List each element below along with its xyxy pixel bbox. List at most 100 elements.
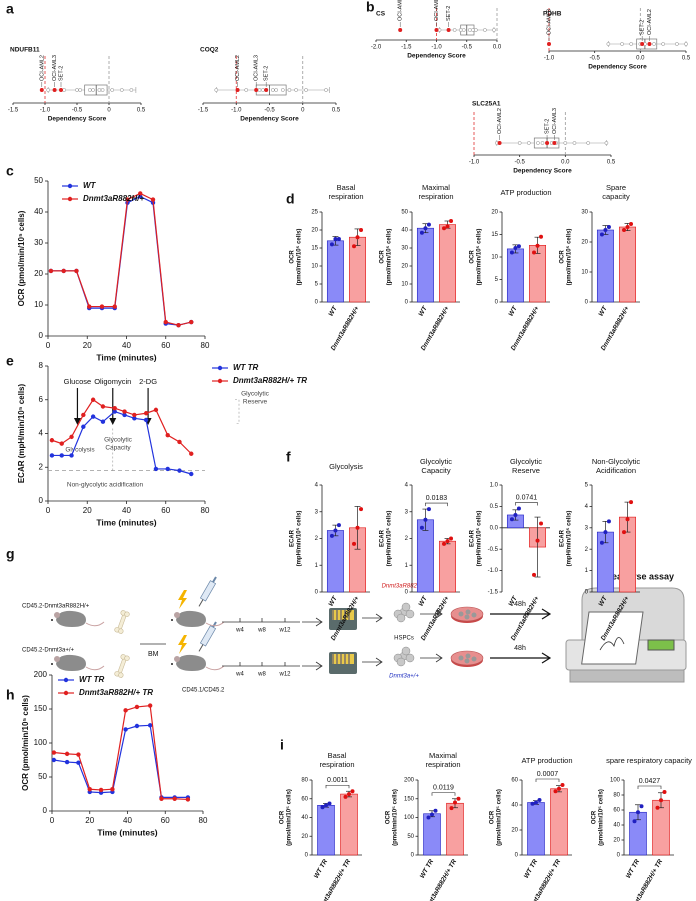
week-label: w12 [278,628,291,634]
point [119,88,124,92]
highlight-point [545,141,550,145]
point [599,232,604,237]
significance-bracket [515,502,538,506]
y-tick-label: 80 [301,778,308,784]
y-tick-label: 20 [301,834,308,840]
x-axis-label: Dependency Score [588,64,647,71]
x-tick-label: 40 [122,506,131,515]
point [449,219,454,223]
y-tick-label: 10 [581,270,588,276]
panel-label: g [6,546,15,562]
point [470,28,475,32]
x-tick-label: WT TR [523,858,540,880]
y-axis-label: OCR [560,250,566,264]
marker [134,723,140,729]
chart-title: Glycolytic [420,457,452,466]
point [532,572,537,577]
chart-title: Non-Glycolytic [592,457,641,466]
point [343,794,348,799]
x-axis-label: Time (minutes) [97,827,157,837]
point [419,230,424,235]
cell-line-label: OCI-AML3 [552,108,558,134]
marker [110,787,115,792]
chart-title: Acidification [596,466,636,475]
x-tick-label: 20 [83,341,92,350]
point [632,819,637,824]
legend-label: WT TR [233,363,259,372]
y-tick-label: 150 [404,796,415,802]
marker [153,407,159,413]
point [535,538,540,543]
bar [326,530,344,593]
point [534,800,538,805]
bone [113,609,131,635]
y-tick-label: 20 [311,228,318,234]
arrow [420,609,443,663]
cell-line-label: OCI-AML3 [52,55,58,81]
chart-title: CS [376,11,386,18]
marker [177,468,182,473]
y-tick-label: 2 [315,536,319,542]
point [622,530,627,535]
point [329,533,334,538]
x-axis-label: Time (minutes) [96,517,156,527]
y-tick-label: 4 [39,429,44,438]
week-label: w12 [278,672,291,678]
point [453,800,457,805]
bar [317,805,335,856]
mouse [50,610,105,628]
point [274,88,278,92]
point [652,42,656,46]
donor-label: CD45.2-Dnmt3aR882H/+ [22,604,90,610]
y-tick-label: 0 [585,590,589,596]
marker [59,441,64,446]
y-tick-label: 40 [401,228,408,234]
legend-label: WT TR [79,675,105,684]
x-axis-label: Time (minutes) [96,352,156,362]
y-tick-label: 30 [581,210,588,216]
y-axis-label: OCR (pmol/min/10⁵ cells) [21,695,30,791]
point [532,250,537,255]
x-tick-label: -1.0 [40,108,51,114]
y-tick-label: 6 [39,395,44,404]
y-tick-label: 100 [610,778,621,784]
y-tick-label: 50 [38,772,47,781]
x-tick-label: WT TR [419,858,436,880]
chart-title: Basal [337,183,356,192]
x-tick-label: -1.0 [231,108,242,114]
point [553,789,558,794]
bar [340,793,358,856]
chart-title: Basal [328,751,347,760]
y-tick-label: 0 [617,853,621,859]
marker [138,194,143,199]
point [586,141,591,145]
point [75,88,79,92]
x-tick-label: WT [418,304,430,317]
y-axis-label: ECAR [290,529,296,547]
injection-label: 2-DG [139,377,157,386]
marker [125,197,130,202]
point [110,88,115,92]
y-tick-label: 25 [311,210,318,216]
x-axis-label: Dependency Score [407,53,466,60]
y-axis-label: OCR (pmol/min/10⁵ cells) [17,210,26,306]
point [287,88,292,92]
marker [99,304,105,309]
y-tick-label: -0.5 [488,547,499,553]
marker [189,319,194,325]
y-axis-label: (pmol/min/10⁵ cells) [297,229,303,286]
y-tick-label: 60 [301,796,308,802]
y-tick-label: 10 [34,300,43,309]
cell-sorter [328,651,358,675]
point [97,88,102,92]
point [517,141,522,145]
x-tick-label: WT [598,304,610,317]
legend-label: WT [83,181,97,190]
y-axis-label: (pmol/min/10⁵ cells) [393,789,399,846]
chart-title: Glycolysis [329,462,363,471]
x-tick-label: -0.5 [514,160,525,166]
x-tick-label: 40 [123,816,132,825]
x-tick-label: 80 [201,341,210,350]
point [327,801,332,806]
marker [64,759,70,765]
